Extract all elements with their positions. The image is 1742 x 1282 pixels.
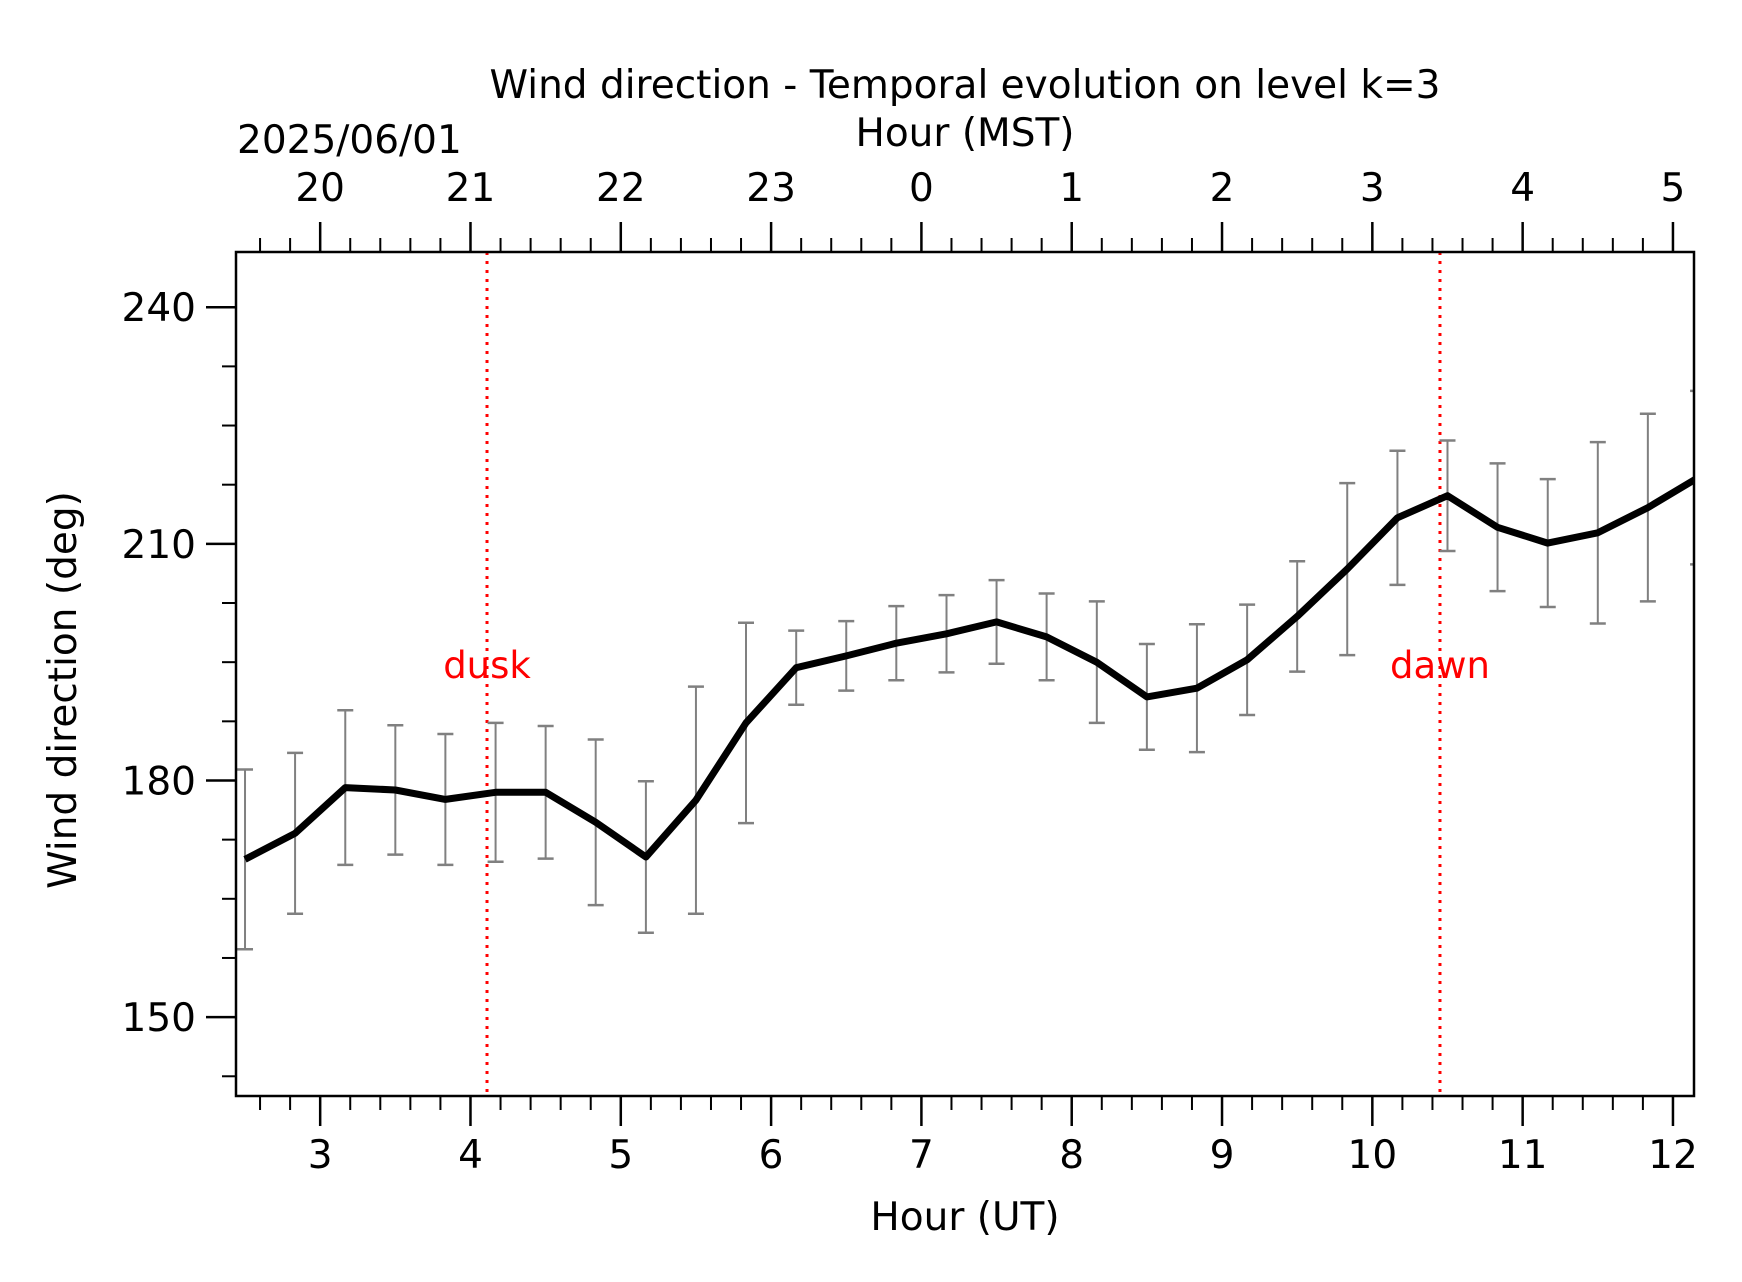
- wind-direction-line: [243, 475, 1694, 863]
- y-tick-label: 240: [122, 286, 196, 331]
- event-lines: dusk dawn: [443, 252, 1490, 1096]
- top-axis-label: Hour (MST): [856, 111, 1075, 156]
- x-tick-label: 9: [1210, 1133, 1235, 1178]
- top-x-tick-label: 1: [1059, 166, 1084, 211]
- date-label: 2025/06/01: [237, 118, 462, 163]
- y-tick-label: 180: [122, 759, 196, 804]
- data-series: [243, 475, 1694, 863]
- top-x-tick-label: 3: [1360, 166, 1385, 211]
- x-tick-label: 6: [759, 1133, 784, 1178]
- event-label-dawn: dawn: [1390, 644, 1490, 687]
- x-tick-label: 4: [458, 1133, 483, 1178]
- x-tick-label: 12: [1648, 1133, 1698, 1178]
- chart-title: Wind direction - Temporal evolution on l…: [490, 63, 1441, 108]
- x-tick-label: 3: [308, 1133, 333, 1178]
- top-x-tick-label: 20: [295, 166, 345, 211]
- top-x-tick-label: 21: [446, 166, 496, 211]
- top-x-tick-label: 23: [746, 166, 796, 211]
- event-label-dusk: dusk: [443, 644, 531, 687]
- x-tick-label: 10: [1348, 1133, 1398, 1178]
- x-tick-label: 11: [1498, 1133, 1548, 1178]
- top-x-tick-label: 5: [1661, 166, 1686, 211]
- y-axis-label: Wind direction (deg): [41, 491, 86, 889]
- y-tick-label: 210: [122, 523, 196, 568]
- top-x-tick-label: 4: [1510, 166, 1535, 211]
- top-x-tick-label: 2: [1210, 166, 1235, 211]
- top-x-tick-label: 22: [596, 166, 646, 211]
- x-tick-label: 7: [909, 1133, 934, 1178]
- x-axis-label: Hour (UT): [870, 1195, 1059, 1240]
- y-tick-label: 150: [122, 996, 196, 1041]
- top-x-tick-label: 0: [909, 166, 934, 211]
- plot-frame: [234, 250, 1696, 1098]
- x-tick-label: 8: [1059, 1133, 1084, 1178]
- x-tick-label: 5: [608, 1133, 633, 1178]
